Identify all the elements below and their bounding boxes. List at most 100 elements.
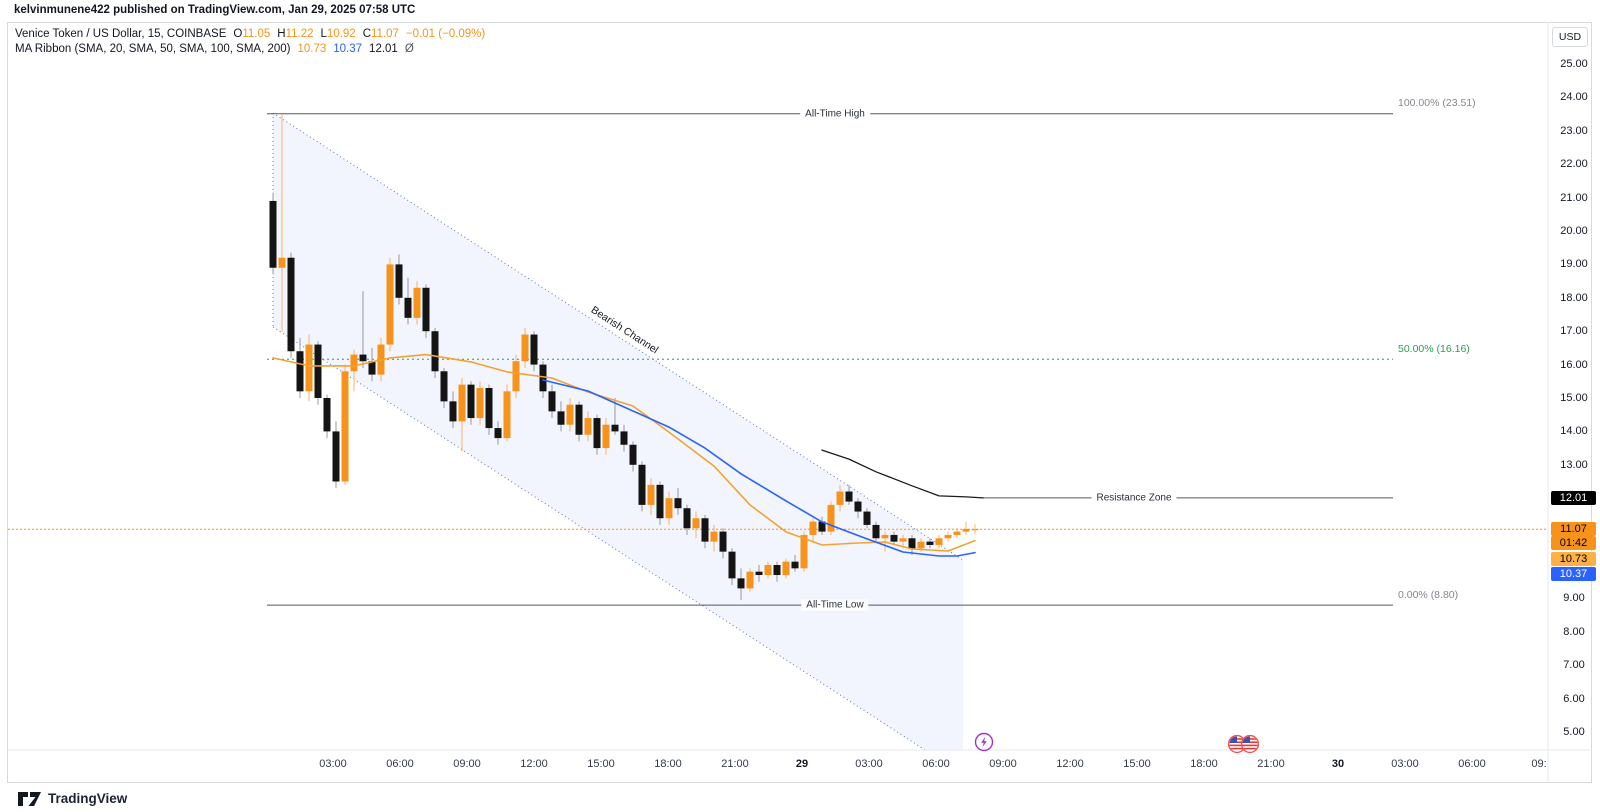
candle	[305, 334, 313, 402]
candle	[593, 414, 601, 455]
time-tick-label: 03:00	[319, 758, 347, 770]
candle-body	[575, 404, 583, 435]
time-tick-label: 30	[1331, 758, 1345, 770]
price-badge-01-42: 01:42	[1551, 536, 1596, 550]
candle	[827, 501, 835, 535]
price-tick-label: 15.00	[1560, 392, 1588, 404]
currency-button[interactable]: USD	[1552, 27, 1588, 47]
legend: Venice Token / US Dollar, 15, COINBASE O1…	[15, 27, 485, 57]
ohlc-value: 11.07	[371, 28, 399, 40]
price-tick-label: 14.00	[1560, 425, 1588, 438]
ma-value: 12.01	[369, 43, 398, 55]
ma-ribbon-values: 10.73 10.37 12.01 Ø	[290, 43, 413, 55]
candle-body	[872, 524, 880, 539]
tradingview-logo-icon[interactable]	[18, 791, 42, 806]
time-tick-label: 18:00	[1190, 758, 1218, 770]
time-tick-label: 12:00	[1056, 758, 1084, 770]
candle-body	[818, 521, 826, 532]
candle-body	[899, 538, 907, 542]
candle	[944, 531, 952, 542]
chart-frame	[7, 22, 1592, 783]
lightning-event-icon[interactable]	[973, 731, 995, 753]
candle	[611, 398, 619, 435]
candle-body	[548, 391, 556, 412]
candle-body	[917, 541, 925, 549]
candle	[422, 284, 430, 338]
bearish-channel-fill	[273, 113, 963, 750]
candle-body	[710, 531, 718, 542]
candle	[710, 524, 718, 552]
price-tick-label: 17.00	[1560, 325, 1588, 338]
candle	[647, 478, 655, 515]
candle	[683, 504, 691, 535]
time-tick-label: 09:00	[453, 758, 481, 770]
candle-body	[449, 401, 457, 422]
candle	[953, 528, 961, 539]
time-tick-label: 15:00	[1123, 758, 1151, 770]
tradingview-brand[interactable]: TradingView	[48, 791, 128, 806]
candle-body	[944, 534, 952, 539]
candle-body	[962, 528, 970, 532]
candle	[557, 401, 565, 432]
price-tick-label: 19.00	[1560, 258, 1588, 271]
price-tick-label: 7.00	[1563, 659, 1585, 672]
candle-body	[512, 361, 520, 392]
channel-lower-line[interactable]	[272, 326, 926, 751]
ohlc-key: H	[277, 28, 286, 40]
candle	[773, 561, 781, 582]
candle	[872, 521, 880, 542]
candle	[656, 481, 664, 525]
price-tick-label: 8.00	[1563, 625, 1585, 638]
ma-line-sma50	[542, 379, 976, 557]
time-tick-label: 12:00	[520, 758, 548, 770]
candle	[908, 534, 916, 555]
candle	[782, 558, 790, 579]
candle-body	[665, 498, 673, 519]
candle	[629, 441, 637, 472]
candle	[818, 516, 826, 535]
candle	[962, 521, 970, 535]
price-tick-label: 5.00	[1563, 726, 1585, 738]
candle	[719, 528, 727, 559]
price-tick-label: 22.00	[1560, 158, 1588, 171]
candle	[359, 291, 367, 368]
candle-body	[638, 464, 646, 505]
ohlc-value: 10.92	[326, 28, 356, 40]
candle-body	[701, 518, 709, 542]
candle-body	[602, 424, 610, 449]
time-tick-label: 06:00	[922, 758, 950, 770]
candle	[449, 391, 457, 429]
candle	[926, 538, 934, 549]
legend-ma-row: MA Ribbon (SMA, 20, SMA, 50, SMA, 100, S…	[15, 42, 485, 56]
fib-0-label: 0.00% (8.80)	[1398, 589, 1459, 601]
candle-body	[935, 538, 943, 545]
candle	[368, 347, 376, 382]
candle	[791, 554, 799, 572]
change-value: −0.01 (−0.09%)	[405, 28, 486, 40]
candle	[521, 327, 529, 368]
price-badge-11.07: 11.07	[1551, 522, 1596, 536]
candle	[854, 498, 862, 519]
candle	[323, 394, 331, 439]
ohlc-value: 11.05	[242, 28, 271, 40]
candle	[296, 337, 304, 398]
candle-body	[557, 411, 565, 425]
candle-body	[953, 531, 961, 535]
candle	[314, 341, 322, 405]
ath-line-label: All-Time High	[800, 108, 870, 120]
candle	[332, 421, 340, 489]
price-tick-label: 20.00	[1560, 225, 1588, 237]
us-flags-event-icon[interactable]	[1226, 733, 1266, 755]
time-tick-label: 03:00	[1391, 758, 1419, 770]
candle-body	[494, 428, 502, 439]
fib-100-label: 100.00% (23.51)	[1398, 97, 1476, 109]
fib-50-label: 50.00% (16.16)	[1398, 343, 1470, 355]
price-tick-label: 13.00	[1560, 458, 1588, 471]
candle-body	[863, 511, 871, 525]
candle-body	[683, 508, 691, 529]
ma-line-sma100	[821, 449, 984, 499]
candle	[971, 524, 979, 535]
time-tick-label: 09:00	[989, 758, 1017, 770]
candle-body	[782, 561, 790, 576]
